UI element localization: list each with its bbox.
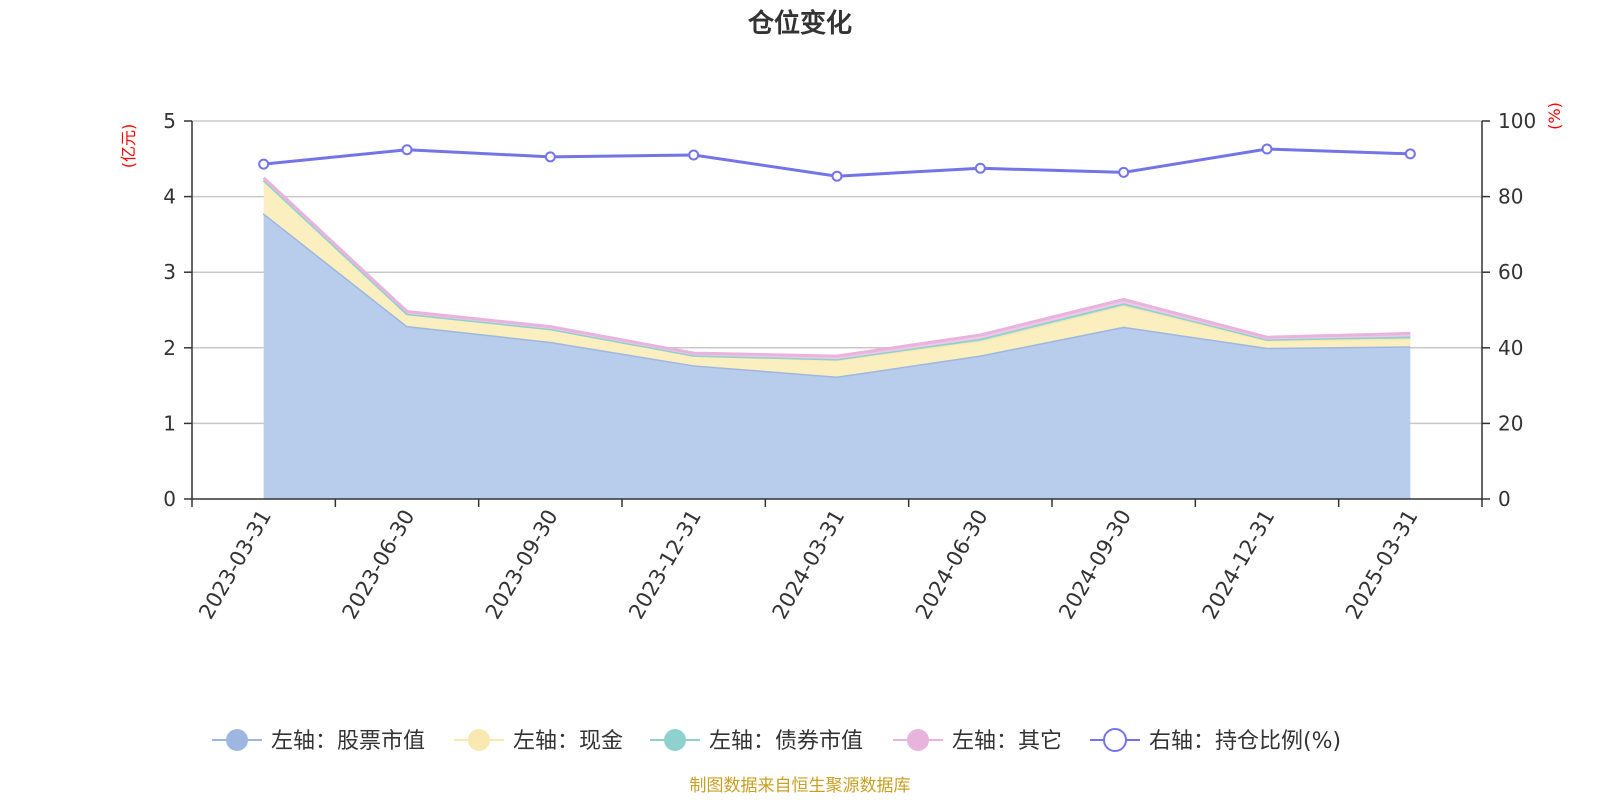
x-axis-tick-label: 2024-09-30 — [1054, 506, 1136, 624]
legend-label: 左轴：其它 — [952, 729, 1062, 754]
data-source-note: 制图数据来自恒生聚源数据库 — [690, 776, 911, 796]
right-axis-tick-label: 80 — [1498, 185, 1523, 209]
left-axis-tick-label: 0 — [163, 487, 176, 511]
legend-circle-marker — [907, 729, 929, 751]
left-axis-unit: (亿元) — [119, 124, 138, 169]
ratio-point — [258, 158, 270, 170]
right-axis-tick-label: 100 — [1498, 109, 1536, 133]
ratio-point — [1118, 166, 1130, 178]
legend: 左轴：股票市值 左轴：现金 左轴：债券市值 左轴：其它 右轴：持仓比例(%) — [212, 728, 1341, 754]
left-axis-tick-label: 2 — [163, 336, 176, 360]
legend-label: 左轴：现金 — [513, 729, 623, 754]
left-axis-tick-label: 4 — [163, 185, 176, 209]
left-axis-tick-label: 1 — [163, 411, 176, 435]
area-series-0 — [263, 213, 1411, 499]
x-axis-tick-label: 2024-12-31 — [1198, 506, 1280, 624]
x-axis-tick-label: 2025-03-31 — [1341, 506, 1423, 624]
x-axis-tick-label: 2023-03-31 — [194, 506, 276, 624]
ratio-point — [974, 162, 986, 174]
ratio-point — [1261, 143, 1273, 155]
stacked-areas — [262, 176, 1411, 499]
ratio-point — [831, 170, 843, 182]
area-series-line-3 — [262, 176, 1411, 358]
right-axis-tick-label: 20 — [1498, 411, 1523, 435]
left-axis-tick-label: 3 — [163, 260, 176, 284]
legend-label: 右轴：持仓比例(%) — [1149, 729, 1341, 754]
left-axis-tick-label: 5 — [163, 109, 176, 133]
right-axis-unit: (%) — [1545, 102, 1564, 130]
legend-circle-marker — [468, 729, 490, 751]
x-axis-tick-label: 2023-12-31 — [624, 506, 706, 624]
ratio-point — [544, 151, 556, 163]
right-axis-tick-label: 0 — [1498, 487, 1511, 511]
x-axis-tick-label: 2023-06-30 — [338, 506, 420, 624]
legend-item: 左轴：其它 — [893, 729, 1062, 754]
legend-item: 左轴：现金 — [454, 729, 623, 754]
legend-circle-marker — [664, 729, 686, 751]
legend-item: 左轴：股票市值 — [212, 729, 425, 754]
ratio-line-layer — [258, 143, 1416, 182]
legend-label: 左轴：股票市值 — [271, 729, 425, 754]
ratio-point — [1404, 148, 1416, 160]
legend-circle-marker — [226, 729, 248, 751]
x-axis-tick-label: 2024-03-31 — [768, 506, 850, 624]
legend-item: 右轴：持仓比例(%) — [1090, 728, 1341, 754]
x-axis-tick-label: 2024-06-30 — [911, 506, 993, 624]
right-axis-tick-label: 40 — [1498, 336, 1523, 360]
chart-title: 仓位变化 — [747, 8, 852, 39]
ratio-point — [401, 144, 413, 156]
legend-label: 左轴：债券市值 — [709, 729, 863, 754]
ratio-point — [688, 149, 700, 161]
legend-item: 左轴：债券市值 — [650, 729, 863, 754]
right-axis-tick-label: 60 — [1498, 260, 1523, 284]
x-axis-tick-label: 2023-09-30 — [481, 506, 563, 624]
legend-circle-marker — [1103, 728, 1127, 752]
